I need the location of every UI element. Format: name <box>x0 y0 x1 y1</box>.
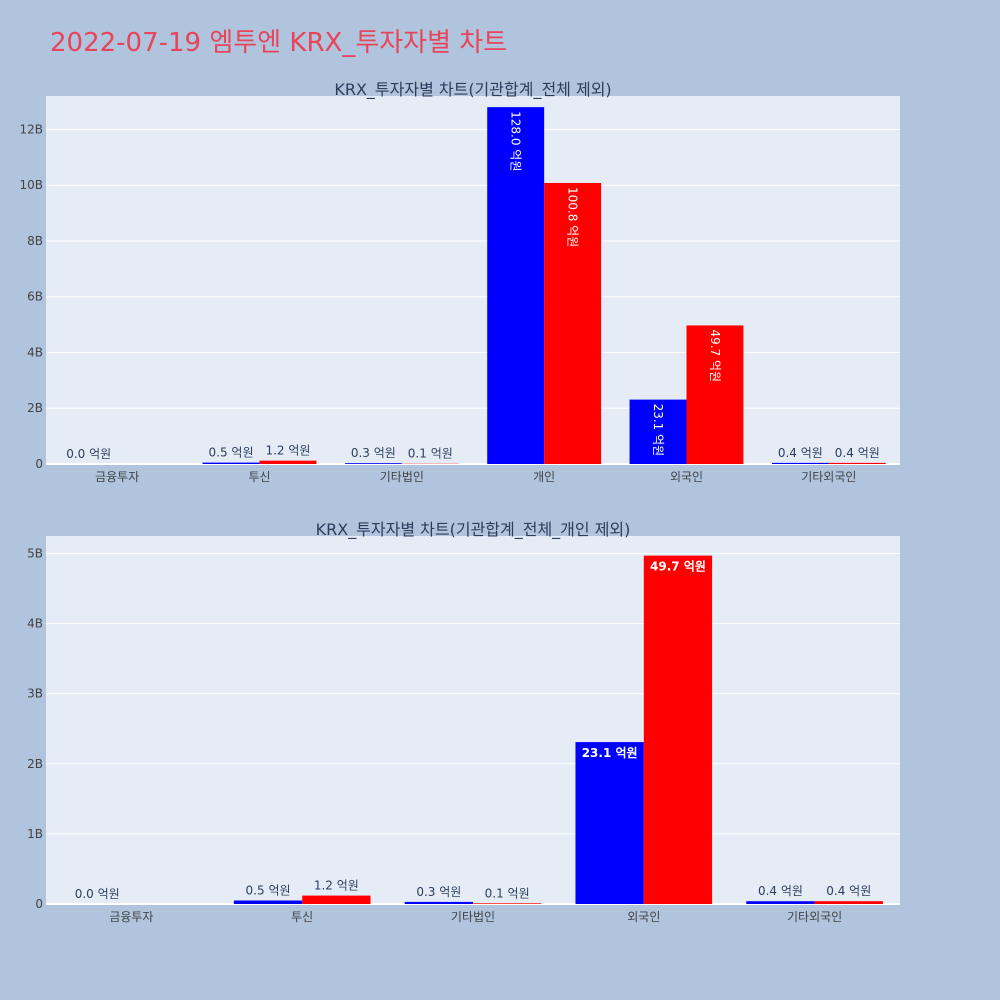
y-tick-label: 6B <box>27 290 43 304</box>
bar <box>259 460 317 464</box>
chart-title: KRX_투자자별 차트(기관합계_전체 제외) <box>334 80 611 100</box>
x-tick-label: 기타외국인 <box>801 470 856 484</box>
bar-label: 23.1 억원 <box>582 746 638 760</box>
bar <box>487 107 545 464</box>
bar-label: 1.2 억원 <box>314 879 359 893</box>
y-tick-label: 4B <box>27 617 43 631</box>
y-tick-label: 2B <box>27 401 43 415</box>
bar-label: 0.4 억원 <box>758 884 803 898</box>
y-tick-label: 0 <box>35 457 43 471</box>
bar <box>404 901 473 904</box>
y-tick-label: 3B <box>27 687 43 701</box>
bar <box>344 463 402 464</box>
bar <box>686 325 744 464</box>
x-tick-label: 외국인 <box>627 910 660 924</box>
x-tick-label: 투신 <box>291 910 313 924</box>
bar-label: 0.4 억원 <box>778 446 823 460</box>
x-tick-label: 금융투자 <box>109 910 153 924</box>
x-tick-label: 금융투자 <box>95 470 139 484</box>
chart-title: KRX_투자자별 차트(기관합계_전체_개인 제외) <box>316 520 631 540</box>
bar-label: 0.1 억원 <box>408 447 453 461</box>
chart-top: 0 2B 4B 6B 8B 10B 12B KRX_투자자별 차트(기관합계_전체 제외) 금융… <box>19 80 900 484</box>
bar-label: 0.5 억원 <box>246 883 291 897</box>
x-tick-label: 기타법인 <box>380 470 424 484</box>
x-tick-label: 개인 <box>533 470 555 484</box>
bar-label: 0.5 억원 <box>209 446 254 460</box>
x-tick-label: 외국인 <box>670 470 703 484</box>
plot-area <box>46 536 900 904</box>
bar <box>771 462 829 464</box>
bar-label: 0.0 억원 <box>75 887 120 901</box>
bar-label: 23.1 억원 <box>651 404 665 457</box>
bar-label: 100.8 억원 <box>566 187 580 247</box>
bar <box>575 742 644 904</box>
bar <box>473 903 542 904</box>
bar <box>746 901 815 904</box>
plot-area <box>46 96 900 464</box>
y-tick-label: 1B <box>27 827 43 841</box>
y-tick-label: 4B <box>27 345 43 359</box>
bar <box>643 555 713 904</box>
bar <box>544 182 602 464</box>
y-tick-label: 12B <box>19 122 43 136</box>
bar <box>202 462 260 464</box>
y-tick-label: 8B <box>27 234 43 248</box>
bar-label: 0.4 억원 <box>835 446 880 460</box>
bar-label: 0.3 억원 <box>416 885 461 899</box>
bar-label: 1.2 억원 <box>265 444 310 458</box>
bar <box>828 462 886 464</box>
bar-label: 49.7 억원 <box>708 329 722 382</box>
y-tick-label: 2B <box>27 757 43 771</box>
bar <box>233 900 303 904</box>
bar-label: 128.0 억원 <box>509 111 523 171</box>
bar-label: 0.0 억원 <box>66 447 111 461</box>
page-title: 2022-07-19 엠투엔 KRX_투자자별 차트 <box>50 28 508 58</box>
x-tick-label: 투신 <box>248 470 270 484</box>
bar <box>629 399 687 464</box>
bar <box>814 901 883 904</box>
x-tick-label: 기타법인 <box>451 910 495 924</box>
bar-label: 0.1 억원 <box>485 886 530 900</box>
y-tick-label: 5B <box>27 547 43 561</box>
chart-bottom: 0 1B 2B 3B 4B 5B KRX_투자자별 차트(기관합계_전체_개인 제외) 금융투… <box>27 520 900 924</box>
bar <box>302 895 371 904</box>
bar-label: 0.4 억원 <box>826 884 871 898</box>
x-tick-label: 기타외국인 <box>787 910 842 924</box>
bar-label: 0.3 억원 <box>351 446 396 460</box>
y-tick-label: 10B <box>19 178 43 192</box>
y-tick-label: 0 <box>35 897 43 911</box>
bar-label: 49.7 억원 <box>650 560 706 574</box>
